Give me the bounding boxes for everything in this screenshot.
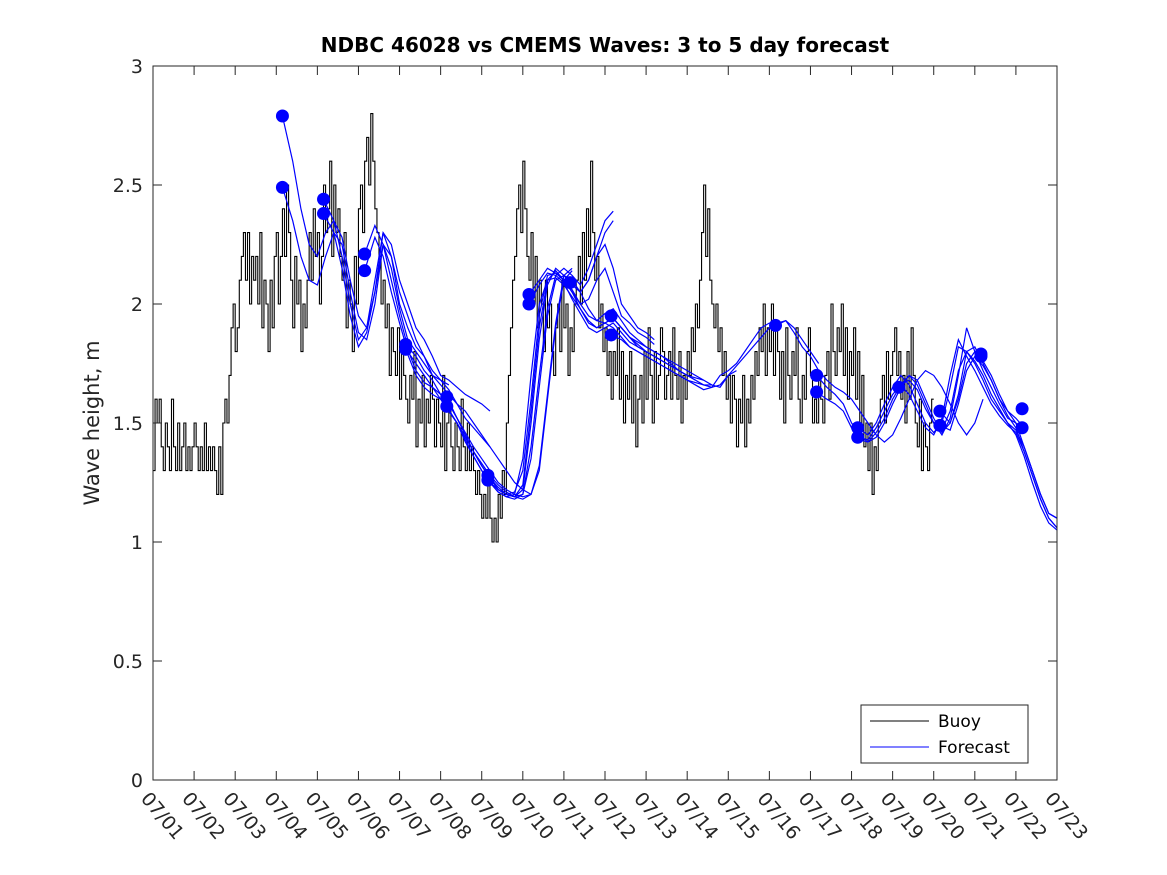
forecast-line (939, 350, 1058, 519)
forecast-marker (481, 473, 495, 487)
y-tick-label: 2.5 (113, 175, 143, 197)
y-tick-label: 3 (131, 56, 143, 78)
forecast-marker (933, 418, 947, 432)
forecast-marker-layer (275, 109, 1029, 487)
y-tick-label: 0 (131, 770, 143, 792)
forecast-marker (275, 180, 289, 194)
forecast-line (939, 355, 1058, 529)
y-axis: 0 0.5 1 1.5 2 2.5 3 (113, 56, 1057, 792)
forecast-marker (769, 318, 783, 332)
forecast-marker (604, 328, 618, 342)
forecast-marker (563, 276, 577, 290)
forecast-line (281, 115, 491, 412)
forecast-marker (1015, 421, 1029, 435)
forecast-marker (604, 309, 618, 323)
forecast-marker (399, 342, 413, 356)
forecast-line (446, 243, 655, 498)
forecast-marker (1015, 402, 1029, 416)
forecast-line (322, 199, 532, 495)
forecast-marker (851, 421, 865, 435)
forecast-marker (317, 192, 331, 206)
forecast-marker (933, 404, 947, 418)
forecast-marker (317, 207, 331, 221)
forecast-line (775, 319, 984, 443)
y-axis-label: Wave height, m (80, 340, 104, 505)
y-tick-label: 1 (131, 532, 143, 554)
forecast-marker (810, 368, 824, 382)
forecast-marker (440, 399, 454, 413)
legend-forecast-label: Forecast (938, 738, 1010, 758)
chart-title: NDBC 46028 vs CMEMS Waves: 3 to 5 day fo… (321, 33, 890, 57)
forecast-series-layer (281, 115, 1058, 531)
y-tick-label: 1.5 (113, 413, 143, 435)
forecast-marker (358, 264, 372, 278)
buoy-line (153, 113, 934, 543)
forecast-line (281, 187, 450, 386)
forecast-marker (810, 385, 824, 399)
forecast-line (610, 334, 712, 386)
forecast-marker (522, 297, 536, 311)
legend-buoy-label: Buoy (938, 712, 981, 732)
forecast-marker (974, 349, 988, 363)
forecast-marker (275, 109, 289, 123)
forecast-marker (358, 247, 372, 261)
buoy-series-layer (153, 113, 934, 543)
y-tick-label: 0.5 (113, 651, 143, 673)
forecast-line (898, 350, 1058, 531)
forecast-marker (851, 430, 865, 444)
forecast-line (364, 223, 573, 498)
forecast-marker (522, 287, 536, 301)
legend-box (860, 704, 1029, 764)
forecast-marker (892, 380, 906, 394)
forecast-line (487, 277, 663, 498)
y-tick-label: 2 (131, 294, 143, 316)
forecast-marker (440, 390, 454, 404)
legend: Buoy Forecast (860, 704, 1029, 764)
